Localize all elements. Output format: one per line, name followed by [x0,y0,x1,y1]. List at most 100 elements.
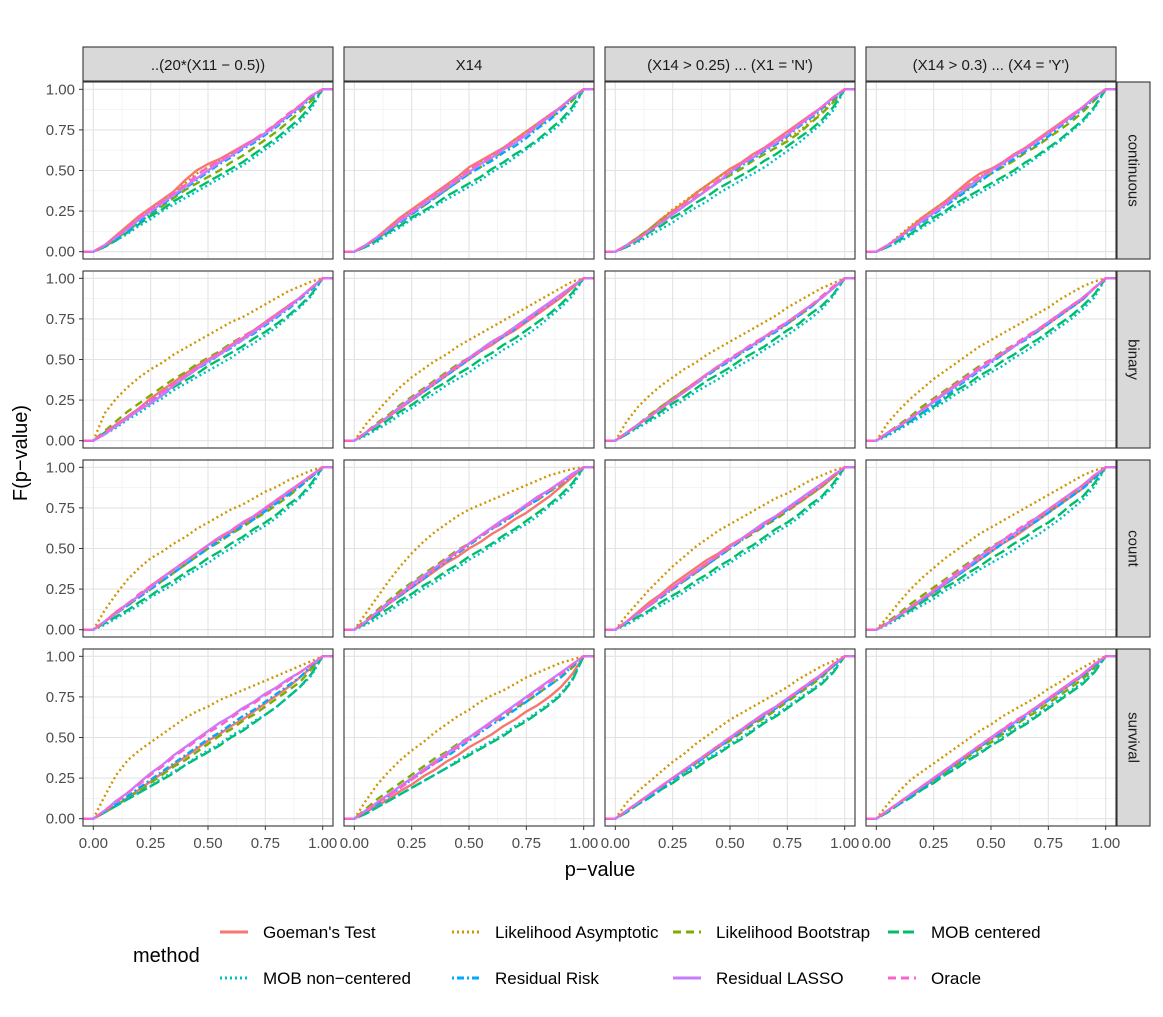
series-line-oracle [83,88,333,253]
panel-survival-4: 0.00 0.25 0.50 0.75 1.00 [862,648,1120,852]
series-line-likelihood-asymptotic [605,655,855,820]
strip-background [1116,270,1151,449]
strip-background [865,46,1117,82]
x-tick-label: 0.00 [79,835,108,852]
legend-item-likelihood-asymptotic: Likelihood Asymptotic [452,923,659,942]
series-line-mob-centered [605,88,855,253]
series-line-mob-centered [344,466,594,631]
y-tick-label: 0.75 [46,311,75,328]
series-line-oracle [866,655,1116,820]
strip-background [1116,459,1151,638]
series-line-likelihood-bootstrap [605,88,855,253]
series-line-mob-non-centered [83,277,333,442]
series-line-mob-non-centered [605,466,855,631]
series-line-likelihood-bootstrap [605,655,855,820]
series-line-mob-centered [605,466,855,631]
panel-continuous-1: 0.00 0.25 0.50 0.75 1.00 [46,81,334,261]
series-line-oracle [344,466,594,631]
y-tick-label: 0.25 [46,203,75,220]
series-line-oracle [605,277,855,442]
legend-item-mob-non-centered: MOB non−centered [220,969,411,988]
column-strip-1: ..(20*(X11 − 0.5)) [82,46,334,82]
series-line-mob-non-centered [866,88,1116,253]
series-line-likelihood-asymptotic [344,277,594,442]
y-axis-title: F(p−value) [10,405,32,501]
y-tick-label: 0.50 [46,163,75,180]
row-strip-label: binary [1125,339,1142,380]
series-line-oracle [83,466,333,631]
series-line-mob-centered [344,277,594,442]
panel-border [865,81,1117,260]
column-strip-label: ..(20*(X11 − 0.5)) [151,57,265,74]
series-line-residual-lasso [344,277,594,442]
series-line-mob-non-centered [605,655,855,820]
row-strip-survival: survival [1116,648,1151,827]
legend-item-oracle: Oracle [888,969,981,988]
series-line-residual-risk [83,655,333,820]
series-line-oracle [605,655,855,820]
series-line-likelihood-bootstrap [344,466,594,631]
y-tick-label: 1.00 [46,270,75,287]
panel-survival-3: 0.00 0.25 0.50 0.75 1.00 [601,648,859,852]
series-line-likelihood-bootstrap [866,466,1116,631]
x-tick-label: 0.50 [193,835,222,852]
x-tick-label: 0.00 [601,835,630,852]
series-line-likelihood-asymptotic [866,466,1116,631]
legend: method Goeman's Test Likelihood Asymptoti… [133,923,1041,988]
x-tick-label: 0.00 [340,835,369,852]
legend-item-likelihood-bootstrap: Likelihood Bootstrap [673,923,870,942]
legend-label: MOB non−centered [263,969,411,988]
x-tick-label: 1.00 [308,835,337,852]
series-line-likelihood-asymptotic [83,466,333,631]
row-strip-label: count [1125,530,1142,568]
x-tick-label: 0.00 [862,835,891,852]
y-tick-label: 0.00 [46,811,75,828]
panel-continuous-2 [343,81,595,260]
series-line-oracle [866,88,1116,253]
row-strip-count: count [1116,459,1151,638]
x-tick-label: 0.25 [919,835,948,852]
series-line-residual-risk [866,277,1116,442]
column-strip-label: (X14 > 0.3) ... (X4 = 'Y') [913,57,1070,74]
panel-border [343,81,595,260]
series-line-goeman-s-test [344,655,594,820]
panel-survival-2: 0.00 0.25 0.50 0.75 1.00 [340,648,598,852]
legend-label: Likelihood Bootstrap [716,923,870,942]
legend-label: MOB centered [931,923,1041,942]
panel-binary-1: 0.00 0.25 0.50 0.75 1.00 [46,270,334,450]
x-tick-label: 0.25 [658,835,687,852]
legend-label: Likelihood Asymptotic [495,923,659,942]
legend-label: Oracle [931,969,981,988]
panel-count-1: 0.00 0.25 0.50 0.75 1.00 [46,459,334,639]
y-tick-label: 0.25 [46,581,75,598]
x-axis-title: p−value [565,859,636,881]
y-tick-label: 0.75 [46,689,75,706]
x-tick-label: 0.25 [136,835,165,852]
series-line-mob-non-centered [605,277,855,442]
series-line-likelihood-asymptotic [605,277,855,442]
panel-border [604,270,856,449]
x-tick-label: 1.00 [830,835,859,852]
y-tick-label: 0.50 [46,730,75,747]
y-tick-label: 0.25 [46,392,75,409]
panel-continuous-4 [865,81,1117,260]
series-line-mob-centered [866,466,1116,631]
x-tick-label: 1.00 [1091,835,1120,852]
legend-title: method [133,945,200,967]
panel-count-2 [343,459,595,638]
y-tick-label: 0.50 [46,541,75,558]
series-line-oracle [344,88,594,253]
series-line-likelihood-asymptotic [866,655,1116,820]
x-tick-label: 0.75 [251,835,280,852]
panel-continuous-3 [604,81,856,260]
series-line-oracle [83,277,333,442]
x-tick-label: 0.75 [512,835,541,852]
panel-border [865,270,1117,449]
y-tick-label: 1.00 [46,81,75,98]
y-tick-label: 0.00 [46,622,75,639]
series-line-goeman-s-test [344,466,594,631]
y-tick-label: 0.25 [46,770,75,787]
series-line-oracle [866,277,1116,442]
series-line-residual-risk [83,466,333,631]
